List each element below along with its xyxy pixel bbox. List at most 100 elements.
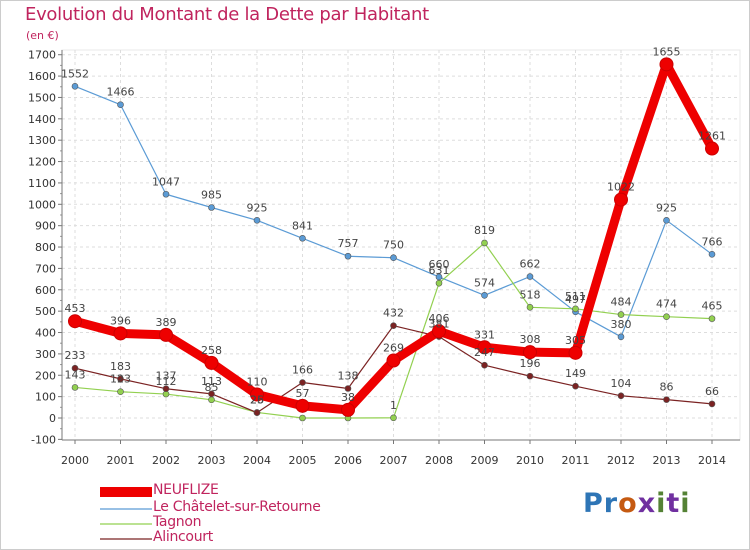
data-label: 766 <box>702 235 723 248</box>
data-labels: 1552 1466 1047 985 925 841 757 750 660 574 662 497 3… <box>61 45 726 411</box>
y-tick-label: 300 <box>35 348 56 361</box>
data-label: 196 <box>520 357 541 370</box>
data-point-le-ch-telet-sur-retourne <box>481 292 488 299</box>
x-tick-label: 2014 <box>698 454 726 467</box>
legend-swatch-alincourt <box>100 538 152 540</box>
data-point-alincourt <box>208 390 215 398</box>
data-label: 25 <box>250 394 264 407</box>
data-label: 757 <box>338 237 359 250</box>
legend-label-neuflize: NEUFLIZE <box>153 482 219 498</box>
data-label: 331 <box>474 328 495 341</box>
y-tick-label: 700 <box>35 262 56 275</box>
legend-label-le-chatelet: Le Châtelet-sur-Retourne <box>153 499 321 515</box>
data-label: 819 <box>474 224 495 237</box>
data-point-tagnon <box>708 315 716 322</box>
data-label: 183 <box>110 360 131 373</box>
logo-letter: x <box>637 488 657 519</box>
data-label: 308 <box>520 333 541 346</box>
data-label: 660 <box>429 258 450 271</box>
data-point-alincourt <box>253 409 261 416</box>
logo-letter: P <box>583 488 604 519</box>
data-point-tagnon <box>435 279 443 287</box>
data-label: 631 <box>429 264 450 277</box>
y-tick-label: 100 <box>35 391 56 404</box>
data-point-neuflize <box>159 327 173 342</box>
y-tick-label: -100 <box>31 433 56 446</box>
data-point-le-ch-telet-sur-retourne <box>663 217 670 224</box>
data-point-le-ch-telet-sur-retourne <box>162 190 170 198</box>
data-point-le-ch-telet-sur-retourne <box>617 333 625 341</box>
data-label: 511 <box>565 290 586 303</box>
data-point-le-ch-telet-sur-retourne <box>253 217 261 224</box>
y-tick-label: 1600 <box>28 70 56 83</box>
data-point-tagnon <box>208 396 215 404</box>
data-point-neuflize <box>250 387 264 402</box>
chart-unit: (en €) <box>26 29 59 42</box>
data-label: 662 <box>520 258 541 271</box>
x-tick-label: 2001 <box>107 454 135 467</box>
data-label: 465 <box>702 300 723 313</box>
chart-title: Evolution du Montant de la Dette par Hab… <box>25 4 429 25</box>
data-label: 453 <box>65 302 86 315</box>
y-tick-label: 1500 <box>28 91 56 104</box>
data-point-tagnon <box>71 384 79 391</box>
data-label: 1022 <box>607 181 635 194</box>
data-point-le-ch-telet-sur-retourne <box>526 273 534 280</box>
data-label: 138 <box>338 370 359 383</box>
data-point-neuflize <box>523 345 537 360</box>
data-point-alincourt <box>299 379 306 386</box>
legend-swatch-neuflize <box>100 487 152 497</box>
logo-letter: t <box>666 488 681 519</box>
x-tick-label: 2008 <box>425 454 453 467</box>
data-point-alincourt <box>663 396 670 403</box>
x-tick-label: 2012 <box>607 454 635 467</box>
y-tick-label: 1300 <box>28 134 56 147</box>
data-point-alincourt <box>344 385 352 392</box>
logo-letter: i <box>680 488 691 519</box>
data-point-alincourt <box>708 400 716 408</box>
data-label: 1 <box>390 399 397 412</box>
y-axis: -100 0 100 200 300 400 500 600 700 800 900 1000 1100… <box>28 49 63 446</box>
logo-letter: i <box>656 488 667 519</box>
data-label: 1655 <box>653 45 681 58</box>
x-tick-label: 2010 <box>516 454 544 467</box>
data-label: 1466 <box>107 86 135 99</box>
data-point-tagnon <box>481 239 488 247</box>
data-label: 484 <box>611 296 632 309</box>
y-tick-label: 800 <box>35 241 56 254</box>
data-label: 574 <box>474 276 495 289</box>
data-label: 474 <box>656 298 677 311</box>
data-label: 925 <box>247 201 268 214</box>
logo-letter: r <box>603 488 619 519</box>
x-tick-label: 2004 <box>243 454 271 467</box>
data-label: 497 <box>565 293 586 306</box>
data-label: 149 <box>565 367 586 380</box>
data-point-le-ch-telet-sur-retourne <box>708 251 716 258</box>
data-label: 233 <box>65 349 86 362</box>
y-tick-label: 0 <box>49 412 56 425</box>
y-tick-label: 200 <box>35 369 56 382</box>
y-tick-label: 500 <box>35 305 56 318</box>
y-tick-label: 600 <box>35 284 56 297</box>
data-label: 113 <box>201 375 222 388</box>
data-label: 396 <box>110 314 131 327</box>
data-label: 389 <box>156 316 177 329</box>
data-label: 26 <box>250 393 264 406</box>
y-tick-label: 900 <box>35 220 56 233</box>
y-tick-label: 1400 <box>28 113 56 126</box>
x-axis: 2000 2001 2002 2003 2004 2005 2006 2007 2008 2009… <box>61 439 740 467</box>
x-tick-label: 2013 <box>653 454 681 467</box>
data-point-tagnon <box>663 313 670 321</box>
data-point-neuflize <box>614 192 628 207</box>
data-point-le-ch-telet-sur-retourne <box>71 83 79 90</box>
y-tick-label: 400 <box>35 327 56 340</box>
data-point-neuflize <box>341 402 355 417</box>
proxiti-logo: Proxiti <box>583 488 691 519</box>
data-label: 137 <box>156 370 177 383</box>
data-label: 85 <box>205 381 219 394</box>
x-tick-label: 2009 <box>471 454 499 467</box>
data-point-le-ch-telet-sur-retourne <box>299 234 306 242</box>
data-point-alincourt <box>117 375 124 383</box>
